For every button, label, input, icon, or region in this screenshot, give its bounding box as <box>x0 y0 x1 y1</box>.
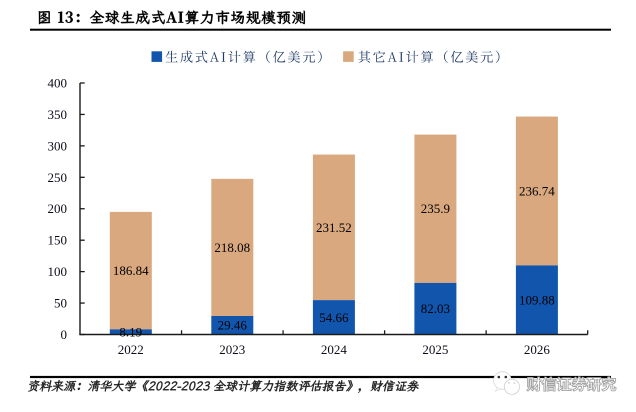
svg-text:236.74: 236.74 <box>519 183 555 198</box>
svg-text:235.9: 235.9 <box>421 201 450 216</box>
svg-text:350: 350 <box>48 107 68 122</box>
svg-text:150: 150 <box>48 233 68 248</box>
svg-text:218.08: 218.08 <box>214 240 250 255</box>
svg-text:100: 100 <box>48 264 68 279</box>
svg-text:8.19: 8.19 <box>119 324 142 339</box>
svg-text:250: 250 <box>48 170 68 185</box>
svg-text:2024: 2024 <box>321 342 348 357</box>
svg-text:82.03: 82.03 <box>421 301 450 316</box>
svg-text:400: 400 <box>48 75 68 90</box>
svg-text:2022: 2022 <box>118 342 144 357</box>
svg-text:0: 0 <box>61 327 68 342</box>
svg-text:50: 50 <box>54 296 67 311</box>
svg-text:300: 300 <box>48 138 68 153</box>
svg-text:200: 200 <box>48 201 68 216</box>
svg-text:54.66: 54.66 <box>319 310 349 325</box>
svg-text:186.84: 186.84 <box>113 263 149 278</box>
svg-text:231.52: 231.52 <box>316 220 352 235</box>
svg-text:109.88: 109.88 <box>519 292 555 307</box>
svg-text:2026: 2026 <box>524 342 551 357</box>
svg-text:2023: 2023 <box>219 342 245 357</box>
svg-text:29.46: 29.46 <box>218 318 248 333</box>
svg-text:2025: 2025 <box>422 342 448 357</box>
